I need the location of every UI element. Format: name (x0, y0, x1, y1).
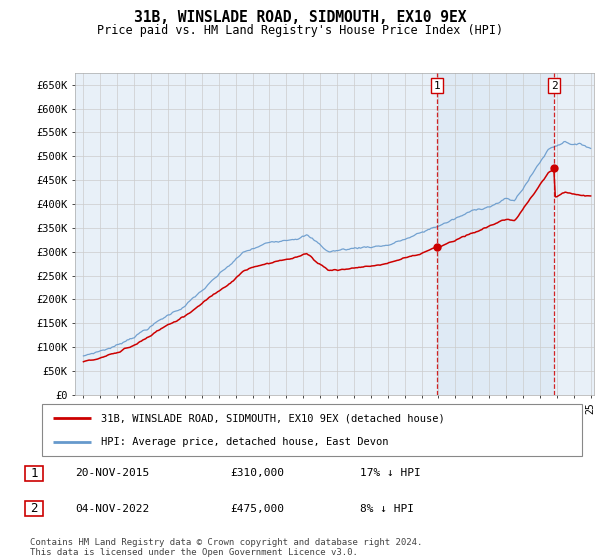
Bar (25, 501, 43, 516)
Text: 17% ↓ HPI: 17% ↓ HPI (360, 468, 421, 478)
Text: 1: 1 (433, 81, 440, 91)
Text: Price paid vs. HM Land Registry's House Price Index (HPI): Price paid vs. HM Land Registry's House … (97, 24, 503, 36)
Text: 8% ↓ HPI: 8% ↓ HPI (360, 503, 414, 514)
Text: 04-NOV-2022: 04-NOV-2022 (75, 503, 149, 514)
Text: £310,000: £310,000 (230, 468, 284, 478)
Text: 2: 2 (551, 81, 557, 91)
Text: 1: 1 (30, 466, 38, 480)
Text: 31B, WINSLADE ROAD, SIDMOUTH, EX10 9EX: 31B, WINSLADE ROAD, SIDMOUTH, EX10 9EX (134, 10, 466, 25)
Text: 2: 2 (30, 502, 38, 515)
Bar (437, 73, 554, 395)
Text: 20-NOV-2015: 20-NOV-2015 (75, 468, 149, 478)
Text: £475,000: £475,000 (230, 503, 284, 514)
Text: Contains HM Land Registry data © Crown copyright and database right 2024.
This d: Contains HM Land Registry data © Crown c… (30, 538, 422, 557)
Bar (25, 466, 43, 480)
Text: HPI: Average price, detached house, East Devon: HPI: Average price, detached house, East… (101, 437, 389, 447)
Text: 31B, WINSLADE ROAD, SIDMOUTH, EX10 9EX (detached house): 31B, WINSLADE ROAD, SIDMOUTH, EX10 9EX (… (101, 413, 445, 423)
FancyBboxPatch shape (42, 404, 582, 456)
